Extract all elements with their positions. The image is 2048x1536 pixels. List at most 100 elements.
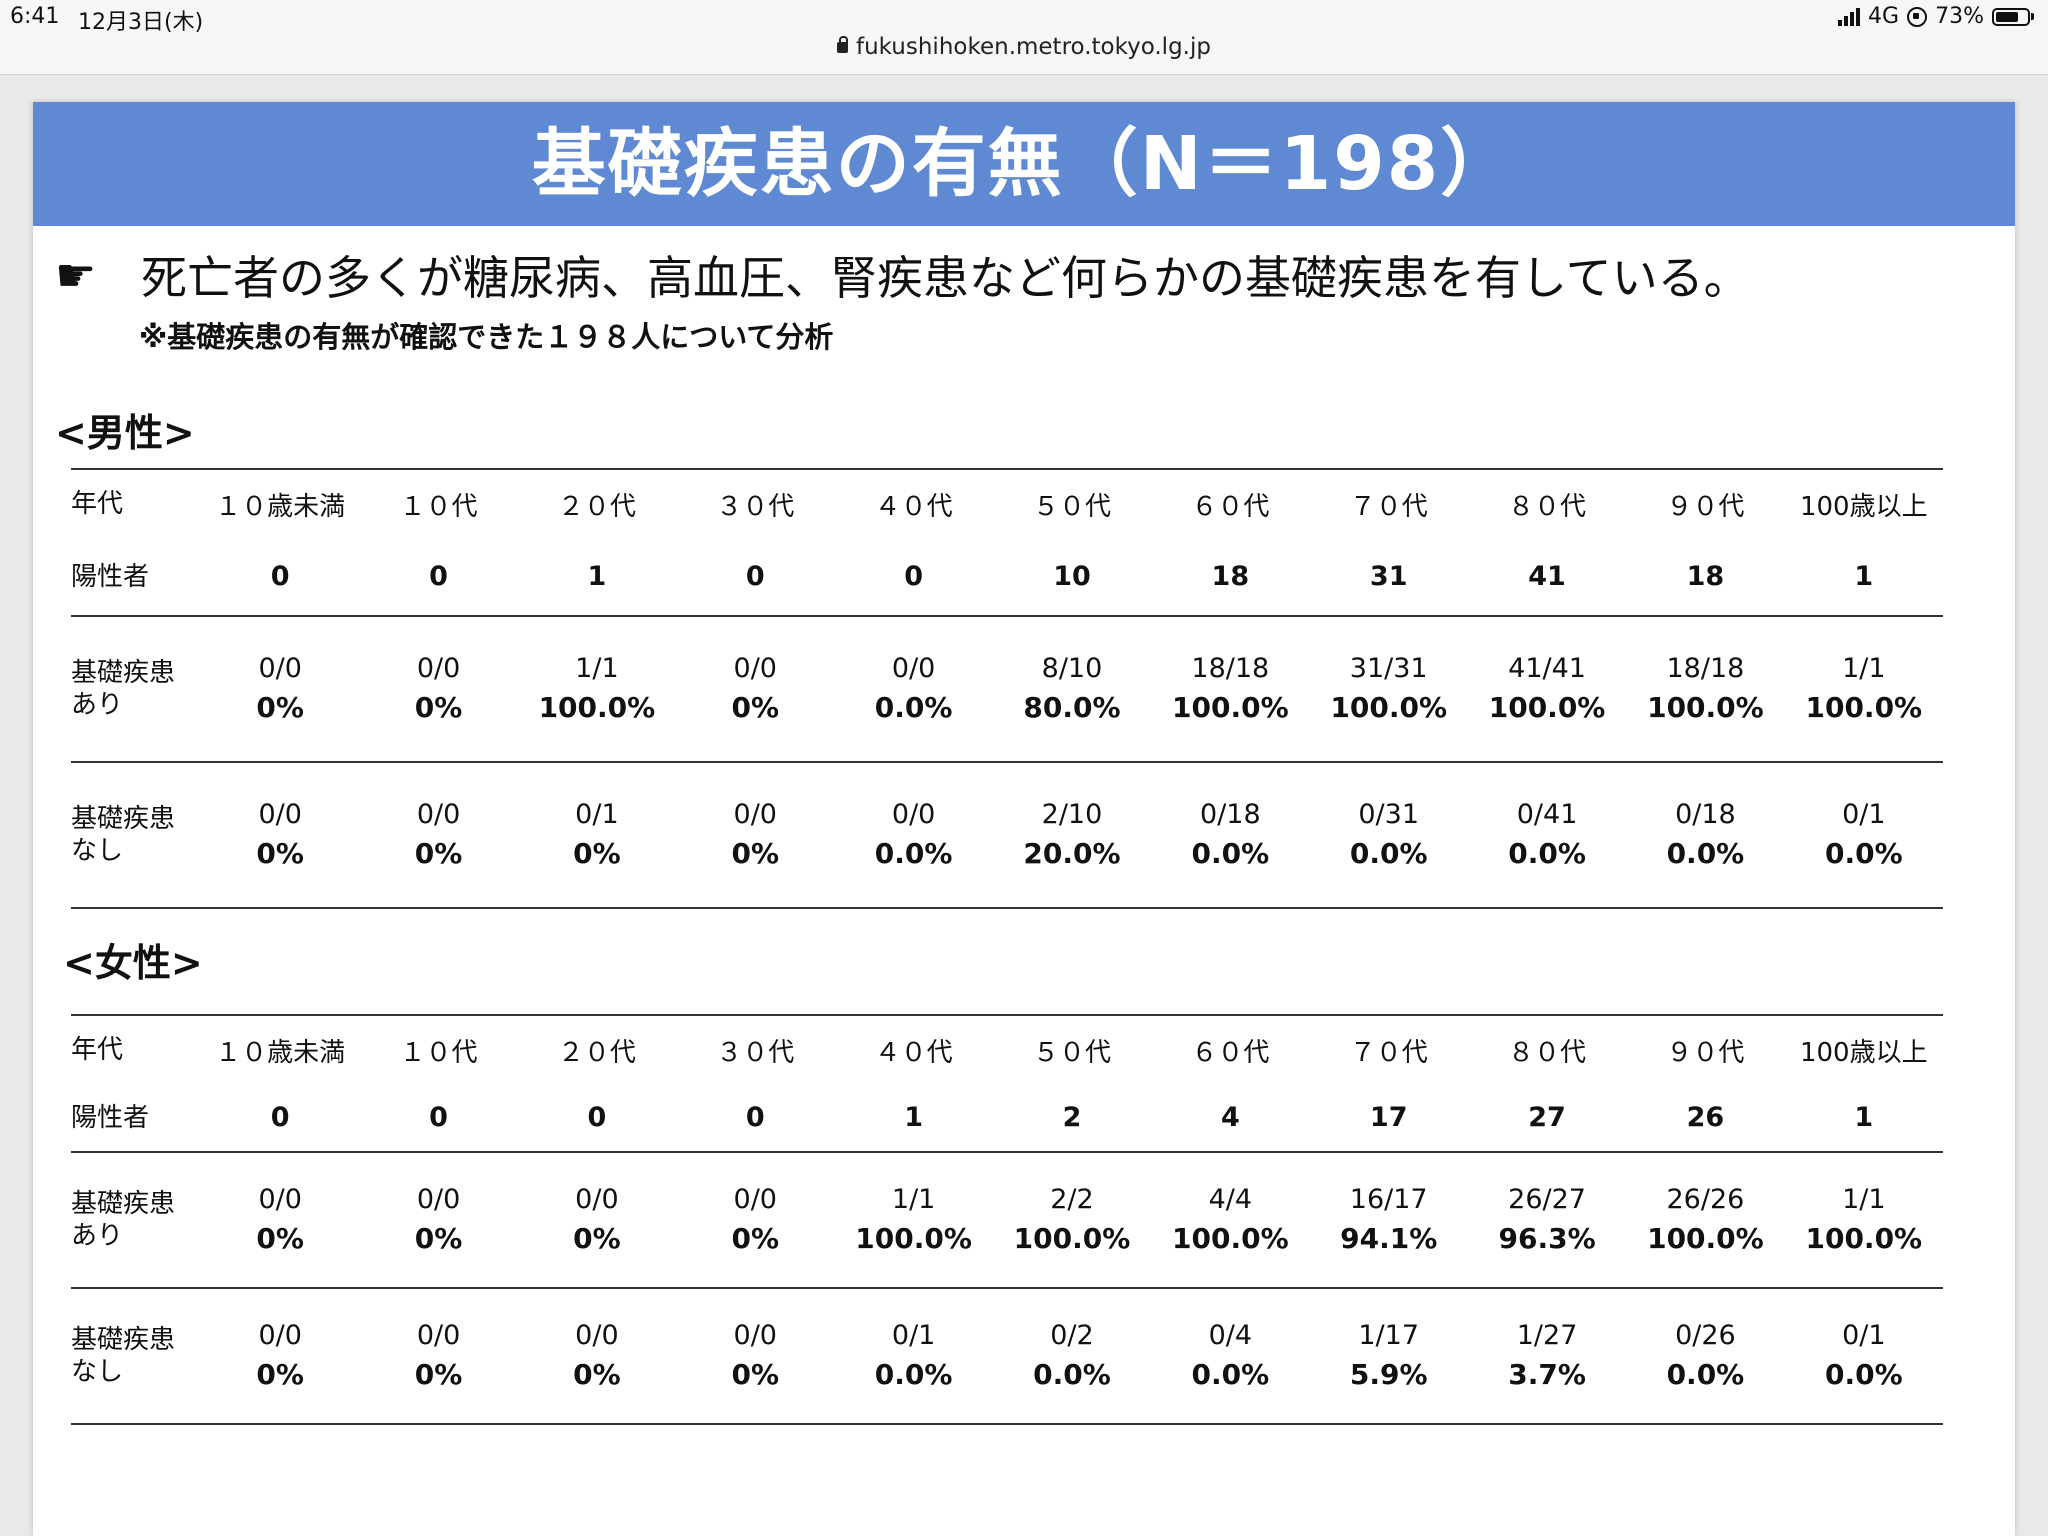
age-cell: ９０代 [1626,1014,1785,1084]
percentage: 0.0% [1033,1358,1111,1391]
with-condition-cell: 4/4 100.0% [1151,1152,1310,1289]
with-condition-cell: 1/1 100.0% [517,616,677,763]
with-condition-cell: 1/1 100.0% [1784,1152,1943,1289]
age-cell: １０歳未満 [201,1014,360,1084]
address-bar[interactable]: fukushihoken.metro.tokyo.lg.jp [0,34,2048,60]
row-label-positive: 陽性者 [71,1084,201,1153]
with-condition-cell: 1/1 100.0% [834,1152,993,1289]
percentage: 100.0% [1172,1222,1289,1255]
without-condition-cell: 1/27 3.7% [1467,1288,1627,1425]
age-cell: １０代 [359,1014,518,1084]
percentage: 100.0% [1013,1222,1131,1255]
fraction: 18/18 [1191,653,1270,684]
lock-icon [837,36,848,53]
positive-count: 26 [1626,1084,1785,1153]
fraction: 8/10 [1041,653,1103,684]
age-cell: ６０代 [1151,468,1310,538]
row-label-line1: 基礎疾患 [71,658,176,688]
fraction: 0/0 [891,653,936,684]
fraction: 0/0 [416,799,461,830]
male-table: 年代 １０歳未満 １０代 ２０代 ３０代 ４０代 ５０代 ６０代 ７０代 ８０代 ９０代 100歳以上… [71,468,1943,909]
age-cell: ５０代 [992,468,1152,538]
without-condition-cell: 0/18 0.0% [1626,762,1785,909]
slide: 基礎疾患の有無（N＝198） ☛ 死亡者の多くが糖尿病、高血圧、腎疾患など何らか… [33,102,2015,1536]
fraction: 0/0 [733,653,777,684]
fraction: 26/27 [1508,1184,1586,1215]
percentage: 100.0% [855,1222,972,1255]
with-condition-cell: 18/18 100.0% [1151,616,1310,763]
with-condition-row: 基礎疾患 あり 0/0 0% 0/0 0% 1/1 100.0% 0/0 0% 0/0 0.0% 8/1… [71,616,1943,763]
age-cell: ５０代 [992,1014,1152,1084]
without-condition-cell: 1/17 5.9% [1309,1288,1468,1425]
fraction: 0/1 [1842,1320,1886,1351]
fraction: 0/0 [416,653,461,684]
row-label-with-condition: 基礎疾患 あり [71,616,201,763]
percentage: 0% [731,1358,780,1391]
status-time: 6:41 [10,4,60,29]
positive-count: 1 [1784,538,1943,617]
without-condition-cell: 0/41 0.0% [1467,762,1627,909]
percentage: 0% [731,1222,780,1255]
percentage: 0.0% [1666,1358,1745,1391]
battery-percent: 73% [1935,4,1984,29]
row-label-without-condition: 基礎疾患 なし [71,1288,201,1425]
slide-title: 基礎疾患の有無（N＝198） [33,102,2015,226]
fraction: 41/41 [1508,653,1586,684]
without-condition-cell: 0/1 0.0% [1784,1288,1943,1425]
fraction: 1/1 [1842,1184,1886,1215]
percentage: 0.0% [874,837,953,870]
fraction: 0/0 [891,799,936,830]
percentage: 0% [414,1358,463,1391]
fraction: 0/0 [575,1320,619,1351]
fraction: 0/0 [258,799,302,830]
percentage: 0% [731,691,780,724]
percentage: 0% [414,837,463,870]
age-cell: ６０代 [1151,1014,1310,1084]
without-condition-cell: 0/1 0% [517,762,677,909]
age-cell: ３０代 [676,468,835,538]
with-condition-cell: 26/26 100.0% [1626,1152,1785,1289]
fraction: 0/4 [1208,1320,1253,1351]
positive-count: 18 [1626,538,1785,617]
without-condition-cell: 0/0 0% [359,1288,518,1425]
age-cell: ４０代 [834,1014,993,1084]
percentage: 94.1% [1340,1222,1438,1255]
age-cell: 100歳以上 [1784,1014,1943,1084]
percentage: 0% [256,837,304,870]
without-condition-cell: 0/0 0.0% [834,762,993,909]
positive-count: 1 [1784,1084,1943,1153]
age-row: 年代 １０歳未満 １０代 ２０代 ３０代 ４０代 ５０代 ６０代 ７０代 ８０代 ９０代 100歳以上 [71,1014,1943,1084]
fraction: 0/1 [1842,799,1886,830]
fraction: 0/1 [575,799,619,830]
without-condition-cell: 0/0 0% [201,762,360,909]
positive-count: 0 [834,538,993,617]
percentage: 0.0% [874,1358,953,1391]
age-cell: ４０代 [834,468,993,538]
row-label-line2: あり [71,1221,124,1251]
fraction: 0/0 [575,1184,619,1215]
with-condition-cell: 16/17 94.1% [1309,1152,1468,1289]
fraction: 0/31 [1358,799,1420,830]
without-condition-cell: 0/26 0.0% [1626,1288,1785,1425]
percentage: 0% [573,1358,621,1391]
lead-line: ☛ 死亡者の多くが糖尿病、高血圧、腎疾患など何らかの基礎疾患を有している。 [55,242,1750,308]
percentage: 0.0% [1824,1358,1903,1391]
percentage: 0% [573,837,621,870]
row-label-line1: 基礎疾患 [71,1189,176,1219]
status-date: 12月3日(木) [78,10,204,35]
percentage: 3.7% [1508,1358,1586,1391]
with-condition-cell: 18/18 100.0% [1626,616,1785,763]
positive-count: 31 [1309,538,1468,617]
without-condition-cell: 0/0 0% [676,1288,835,1425]
fraction: 2/10 [1041,799,1103,830]
age-cell: ２０代 [517,1014,677,1084]
fraction: 1/1 [1842,653,1886,684]
without-condition-row: 基礎疾患 なし 0/0 0% 0/0 0% 0/1 0% 0/0 0% 0/0 0.0% 2/10 20.… [71,762,1943,909]
positive-count: 17 [1309,1084,1468,1153]
fraction: 0/0 [258,1320,302,1351]
row-label-with-condition: 基礎疾患 あり [71,1152,201,1289]
cellular-signal-icon [1838,7,1861,26]
fraction: 0/18 [1200,799,1261,830]
without-condition-cell: 0/1 0.0% [1784,762,1943,909]
row-label-age: 年代 [71,1014,201,1084]
